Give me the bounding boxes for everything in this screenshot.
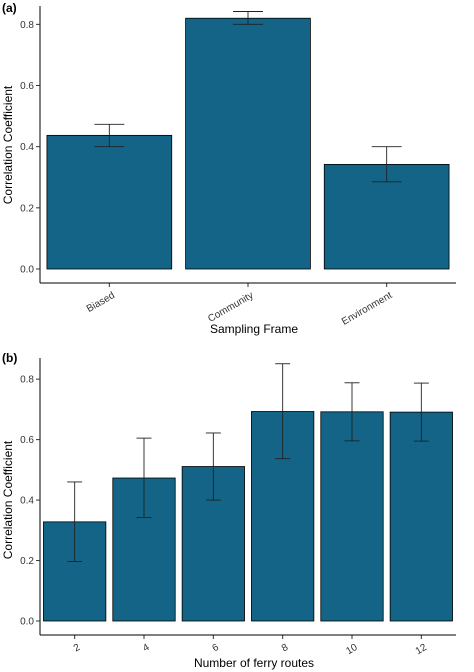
y-tick-label: 0.8 xyxy=(20,20,34,31)
panel-b-axes: 2 4 6 8 10 12 0.0 0.2 0.4 0.6 0.8 xyxy=(20,358,456,657)
bar-Community xyxy=(185,17,311,270)
x-tick-label: 4 xyxy=(141,642,152,655)
x-tick-label: 10 xyxy=(344,642,360,657)
panel-b: (b) 2 4 6 8 10 12 0.0 0.2 0.4 0.6 0.8 Correlation … xyxy=(1,351,456,670)
error-bar-8 xyxy=(275,363,291,460)
y-tick-label: 0.0 xyxy=(20,265,34,276)
panel-a: (a) Biased Community Environment 0.0 0.2 0.4 0… xyxy=(1,1,456,336)
panel-b-error-bars xyxy=(67,363,429,562)
error-bar-Environment xyxy=(371,146,402,183)
panel-a-y-axis-title: Correlation Coefficient xyxy=(1,85,15,204)
y-tick-label: 0.4 xyxy=(20,142,34,153)
x-tick-label: Community xyxy=(206,290,255,325)
panel-b-x-axis-title: Number of ferry routes xyxy=(194,656,314,670)
panel-a-error-bars xyxy=(94,11,402,183)
error-bar-10 xyxy=(344,382,360,442)
error-bar-Community xyxy=(233,11,263,25)
bar-10 xyxy=(320,411,384,622)
bar-Biased xyxy=(46,134,173,270)
error-bar-4 xyxy=(136,437,152,519)
error-bar-6 xyxy=(205,432,221,501)
y-tick-label: 0.4 xyxy=(20,496,34,507)
x-tick-label: 2 xyxy=(72,642,83,655)
y-tick-label: 0.6 xyxy=(20,81,34,92)
x-tick-label: 12 xyxy=(414,642,430,657)
panel-b-y-axis-title: Correlation Coefficient xyxy=(1,440,15,559)
error-bar-2 xyxy=(67,481,83,562)
x-tick-label: 6 xyxy=(211,642,222,655)
error-bar-Biased xyxy=(94,123,125,148)
panel-a-bars xyxy=(46,17,450,270)
panel-b-bars xyxy=(43,411,453,622)
y-tick-label: 0.0 xyxy=(20,617,34,628)
y-tick-label: 0.2 xyxy=(20,556,34,567)
x-tick-label: Environment xyxy=(340,290,394,328)
y-tick-label: 0.8 xyxy=(20,375,34,386)
error-bar-12 xyxy=(413,382,429,442)
y-tick-label: 0.6 xyxy=(20,435,34,446)
panel-b-label: (b) xyxy=(2,351,17,365)
x-tick-label: Biased xyxy=(85,290,117,315)
y-tick-label: 0.2 xyxy=(20,203,34,214)
x-tick-label: 8 xyxy=(280,642,291,655)
panel-a-label: (a) xyxy=(2,1,17,15)
panel-a-x-axis-title: Sampling Frame xyxy=(210,322,298,336)
bar-12 xyxy=(389,411,453,622)
